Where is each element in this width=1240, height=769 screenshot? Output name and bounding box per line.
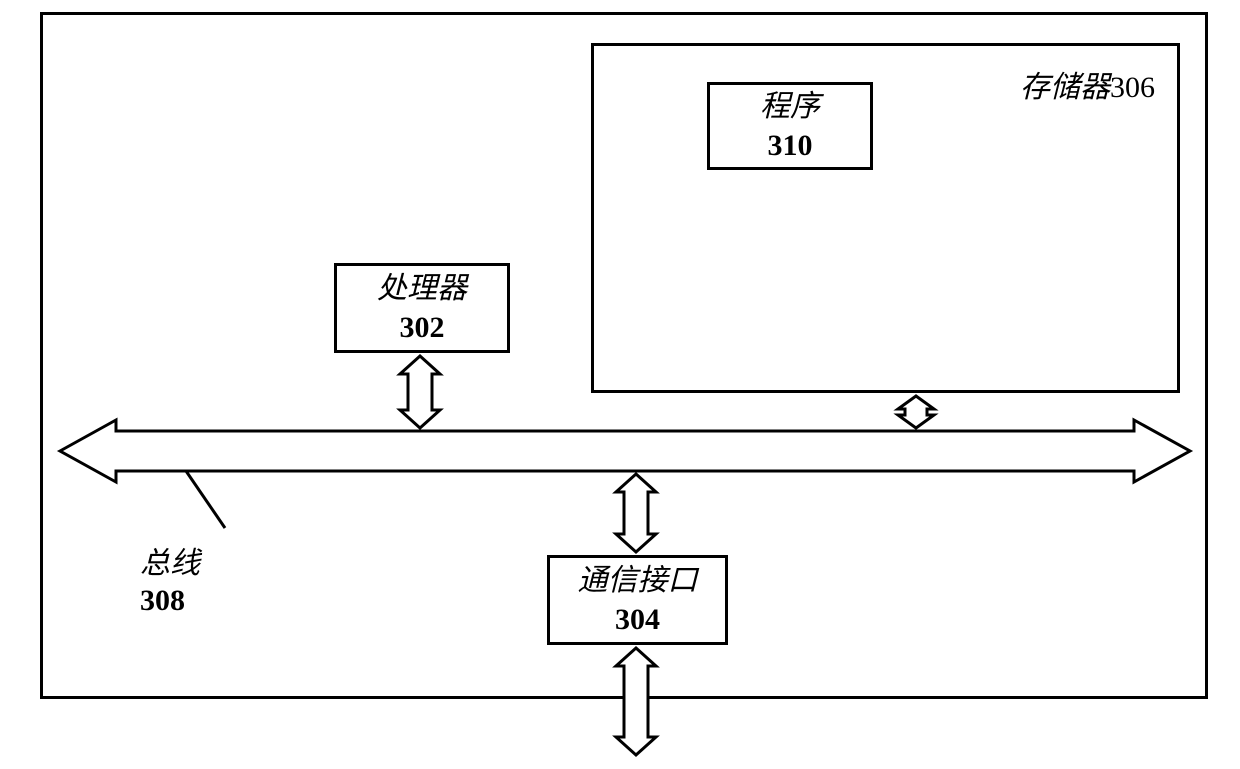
diagram-svg <box>0 0 1240 769</box>
memory-bus-connector <box>898 396 934 428</box>
bus-arrow <box>60 420 1190 482</box>
bus-leader-line <box>186 471 225 528</box>
comm-external-connector <box>616 648 656 755</box>
processor-bus-connector <box>400 356 440 428</box>
bus-comm-connector <box>616 474 656 552</box>
